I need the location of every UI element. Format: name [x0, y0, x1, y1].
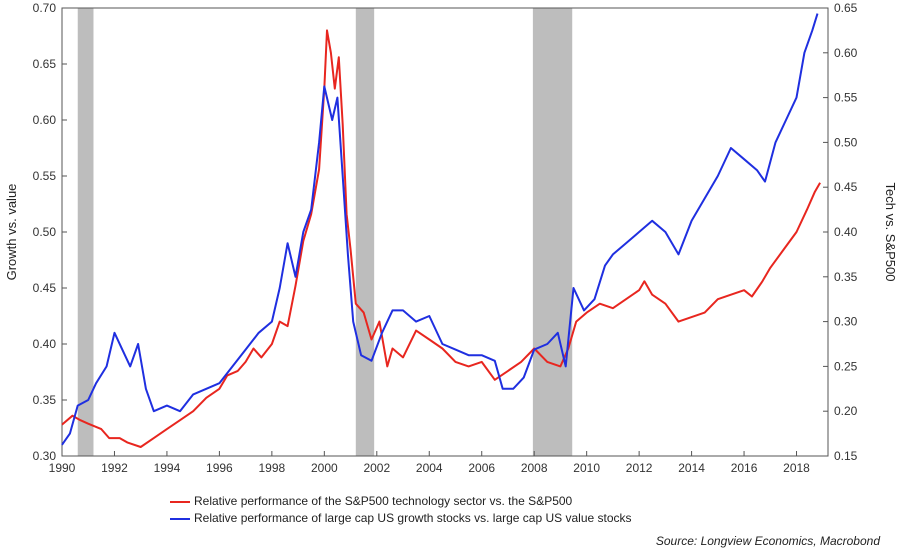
source-note: Source: Longview Economics, Macrobond [655, 534, 880, 548]
x-tick-label-3: 1996 [206, 461, 233, 475]
left-axis-title: Growth vs. value [4, 184, 19, 281]
right-tick-label-5: 0.40 [834, 225, 858, 239]
x-tick-label-11: 2012 [626, 461, 653, 475]
left-tick-label-5: 0.55 [33, 169, 57, 183]
left-tick-label-2: 0.40 [33, 337, 57, 351]
legend-swatch-tech [170, 500, 190, 503]
left-tick-label-3: 0.45 [33, 281, 57, 295]
right-tick-label-9: 0.60 [834, 46, 858, 60]
right-axis-title: Tech vs. S&P500 [883, 183, 898, 282]
left-axis-ticks: 0.30 0.35 0.40 0.45 0.50 0.55 0.60 0.65 0.70 [33, 1, 67, 463]
x-tick-label-9: 2008 [521, 461, 548, 475]
x-tick-label-7: 2004 [416, 461, 443, 475]
recession-band-0 [77, 8, 94, 456]
right-tick-label-3: 0.30 [834, 315, 858, 329]
recession-band-1 [355, 8, 375, 456]
chart: 0.30 0.35 0.40 0.45 0.50 0.55 0.60 0.65 0.70 0.1… [4, 1, 898, 475]
legend-label-tech: Relative performance of the S&P500 techn… [194, 494, 573, 508]
left-tick-label-7: 0.65 [33, 57, 57, 71]
right-tick-label-2: 0.25 [834, 359, 858, 373]
x-tick-label-14: 2018 [783, 461, 810, 475]
x-tick-label-1: 1992 [101, 461, 128, 475]
plot-frame [61, 7, 829, 457]
x-tick-label-5: 2000 [311, 461, 338, 475]
left-tick-label-1: 0.35 [33, 393, 57, 407]
left-tick-label-4: 0.50 [33, 225, 57, 239]
x-tick-label-0: 1990 [49, 461, 76, 475]
x-tick-label-13: 2016 [731, 461, 758, 475]
legend-item-growth: Relative performance of large cap US gro… [170, 510, 632, 527]
right-tick-label-4: 0.35 [834, 270, 858, 284]
right-tick-label-7: 0.50 [834, 135, 858, 149]
left-tick-label-8: 0.70 [33, 1, 57, 15]
recession-bands [77, 8, 573, 456]
x-tick-label-10: 2010 [573, 461, 600, 475]
x-tick-label-12: 2014 [678, 461, 705, 475]
right-tick-label-6: 0.45 [834, 180, 858, 194]
x-axis-ticks: 1990 1992 1994 1996 1998 2000 2002 2004 2006 2008… [49, 451, 810, 475]
series-line-0 [61, 29, 821, 448]
x-tick-label-2: 1994 [154, 461, 181, 475]
right-tick-label-0: 0.15 [834, 449, 858, 463]
series-lines [61, 13, 821, 448]
right-tick-label-8: 0.55 [834, 91, 858, 105]
left-tick-label-6: 0.60 [33, 113, 57, 127]
legend-swatch-growth [170, 517, 190, 520]
x-tick-label-4: 1998 [259, 461, 286, 475]
right-axis-ticks: 0.15 0.20 0.25 0.30 0.35 0.40 0.45 0.50 0.55 0.60… [823, 1, 858, 463]
x-tick-label-8: 2006 [468, 461, 495, 475]
legend-item-tech: Relative performance of the S&P500 techn… [170, 493, 632, 510]
recession-band-2 [532, 8, 573, 456]
x-tick-label-6: 2002 [363, 461, 390, 475]
right-tick-label-10: 0.65 [834, 1, 858, 15]
series-line-1 [61, 13, 819, 446]
left-tick-label-0: 0.30 [33, 449, 57, 463]
legend: Relative performance of the S&P500 techn… [170, 493, 632, 527]
right-tick-label-1: 0.20 [834, 404, 858, 418]
legend-label-growth: Relative performance of large cap US gro… [194, 511, 632, 525]
